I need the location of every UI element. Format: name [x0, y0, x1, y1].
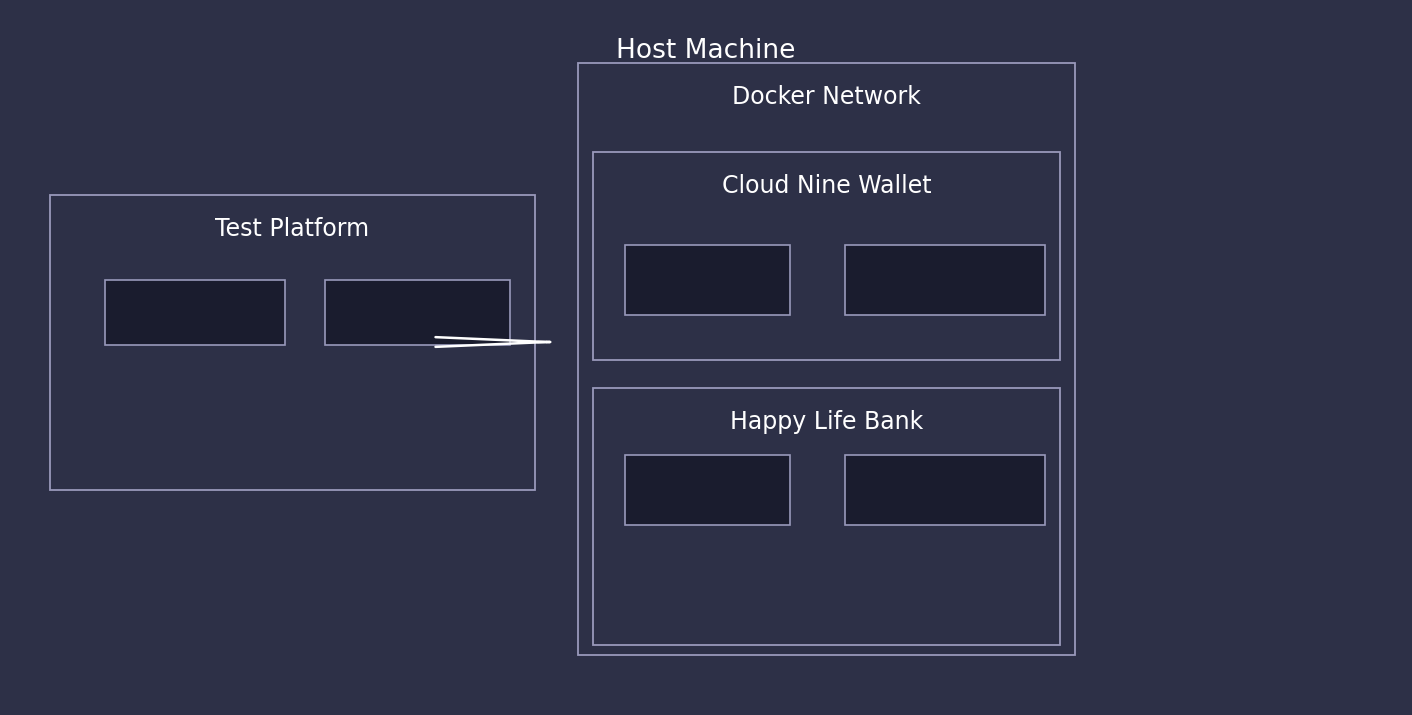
Bar — [325, 280, 510, 345]
Text: Docker Network: Docker Network — [731, 85, 921, 109]
Bar — [104, 280, 285, 345]
Text: Test Platform: Test Platform — [216, 217, 370, 241]
Text: Backend Service: Backend Service — [870, 271, 1019, 289]
Bar — [578, 63, 1075, 655]
Bar — [626, 245, 789, 315]
Text: Happy Life Bank: Happy Life Bank — [730, 410, 923, 434]
Text: Cloud Nine MASE: Cloud Nine MASE — [117, 303, 273, 322]
Text: Backend Service: Backend Service — [870, 481, 1019, 499]
Text: Happy Life MASE: Happy Life MASE — [342, 303, 494, 322]
Text: Auth Service: Auth Service — [650, 481, 765, 499]
Bar — [593, 388, 1060, 645]
Text: Auth Service: Auth Service — [650, 271, 765, 289]
Bar — [844, 245, 1045, 315]
Text: Cloud Nine Wallet: Cloud Nine Wallet — [722, 174, 932, 198]
Bar — [49, 195, 535, 490]
Bar — [844, 455, 1045, 525]
Bar — [593, 152, 1060, 360]
Bar — [626, 455, 789, 525]
Text: Host Machine: Host Machine — [616, 38, 796, 64]
